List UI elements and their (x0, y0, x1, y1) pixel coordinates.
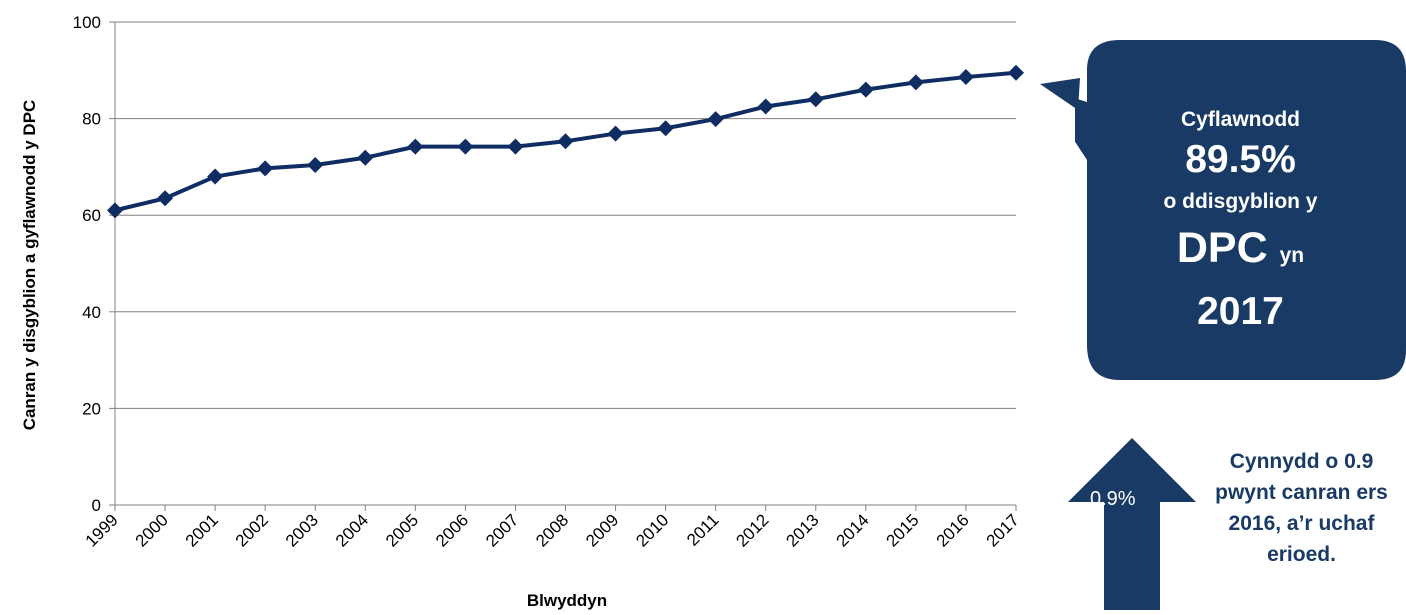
data-point-marker (107, 202, 123, 219)
x-tick-label: 2007 (482, 510, 522, 550)
x-tick-label: 2011 (683, 510, 722, 549)
callout-line-4: DPC yn (1075, 219, 1406, 285)
x-tick-label: 2000 (132, 510, 172, 550)
data-point-marker (157, 190, 174, 207)
data-point-marker (757, 98, 774, 115)
data-point-marker (657, 120, 674, 137)
y-tick-label: 100 (73, 13, 101, 32)
x-tick-label: 2002 (232, 510, 272, 550)
x-tick-label: 2008 (532, 510, 572, 550)
data-point-marker (557, 133, 574, 150)
x-tick-label: 2006 (432, 510, 472, 550)
data-point-marker (507, 138, 524, 155)
x-tick-label: 2009 (582, 510, 622, 550)
data-point-marker (257, 160, 274, 177)
callout-line-3: o ddisgyblion y (1163, 190, 1318, 213)
data-point-marker (457, 138, 474, 155)
increase-note: Cynnydd o 0.9 pwynt canran ers 2016, a’r… (1215, 450, 1388, 566)
up-arrow-icon (1068, 438, 1196, 610)
y-tick-label: 40 (82, 303, 101, 322)
x-tick-label: 2010 (632, 510, 672, 550)
x-tick-label: 2003 (282, 510, 322, 550)
y-axis-ticks: 0 20 40 60 80 100 (73, 13, 115, 515)
y-tick-label: 20 (82, 399, 101, 418)
callout-dpc: DPC (1176, 224, 1268, 272)
data-point-marker (907, 74, 924, 91)
data-point-marker (307, 156, 324, 173)
increase-percentage: 0.9% (1090, 488, 1136, 510)
data-point-marker (357, 149, 374, 166)
callout-text: Cyflawnodd 89.5% o ddisgyblion y DPC yn … (1075, 105, 1406, 339)
y-tick-label: 0 (92, 496, 101, 515)
x-tick-label: 2004 (332, 510, 372, 550)
x-tick-label: 2012 (732, 510, 772, 550)
callout-line-1: Cyflawnodd (1181, 108, 1300, 131)
data-point-marker (857, 81, 874, 98)
y-axis-title: Canran y disgyblion a gyflawnodd y DPC (20, 100, 39, 431)
callout-yn: yn (1279, 244, 1305, 267)
x-tick-label: 2013 (782, 510, 822, 550)
y-tick-label: 60 (82, 206, 101, 225)
x-tick-label: 2017 (983, 510, 1023, 550)
y-tick-label: 80 (82, 110, 101, 129)
x-tick-label: 2016 (933, 510, 973, 550)
data-point-marker (707, 111, 724, 128)
data-point-marker (957, 69, 974, 86)
gridlines (115, 21, 1016, 409)
callout-pointer (1040, 78, 1080, 110)
data-point-marker (1008, 64, 1024, 81)
data-point-marker (807, 91, 824, 108)
callout-year: 2017 (1197, 290, 1284, 333)
data-point-marker (407, 138, 424, 155)
callout-bubble (1075, 40, 1406, 380)
x-tick-label: 2001 (182, 510, 222, 550)
x-tick-label: 1999 (82, 510, 122, 550)
x-tick-label: 2015 (883, 510, 923, 550)
x-tick-label: 2005 (382, 510, 422, 550)
callout-value: 89.5% (1185, 138, 1296, 181)
x-axis-title: Blwyddyn (527, 591, 607, 610)
x-tick-label: 2014 (832, 510, 872, 550)
data-point-marker (207, 168, 224, 185)
x-axis-ticks: 1999 2000 2001 2002 2003 2004 2005 2006 2007 2008… (82, 505, 1023, 551)
series-layer (107, 64, 1024, 219)
data-point-marker (607, 125, 624, 142)
